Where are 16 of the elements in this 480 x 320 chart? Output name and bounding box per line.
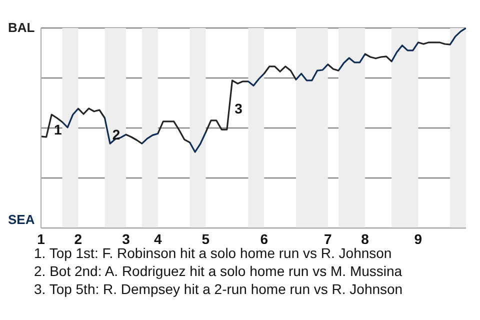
x-tick-label: 3 [122, 230, 130, 247]
x-tick-label: 7 [324, 230, 332, 247]
text: BAL [8, 20, 35, 35]
text: 2. Bot 2nd: A. Rodriguez hit a solo home run vs M. Mussina [34, 262, 404, 280]
x-tick-label: 6 [260, 230, 268, 247]
text: 1. Top 1st: F. Robinson hit a solo home run vs R. Johnson [34, 245, 392, 261]
x-tick-label: 4 [154, 230, 162, 247]
text: 3. Top 5th: R. Dempsey hit a 2-run home run vs R. Johnson [34, 280, 404, 298]
annotation: 1 [54, 122, 62, 138]
x-tick-label: 9 [414, 230, 422, 247]
x-tick-label: 1 [37, 230, 46, 247]
annotation: 3 [234, 100, 243, 117]
x-tick-label: 2 [74, 230, 82, 247]
x-tick-label: 5 [202, 230, 210, 247]
text: SEA [8, 212, 35, 227]
x-tick-label: 8 [361, 230, 370, 247]
